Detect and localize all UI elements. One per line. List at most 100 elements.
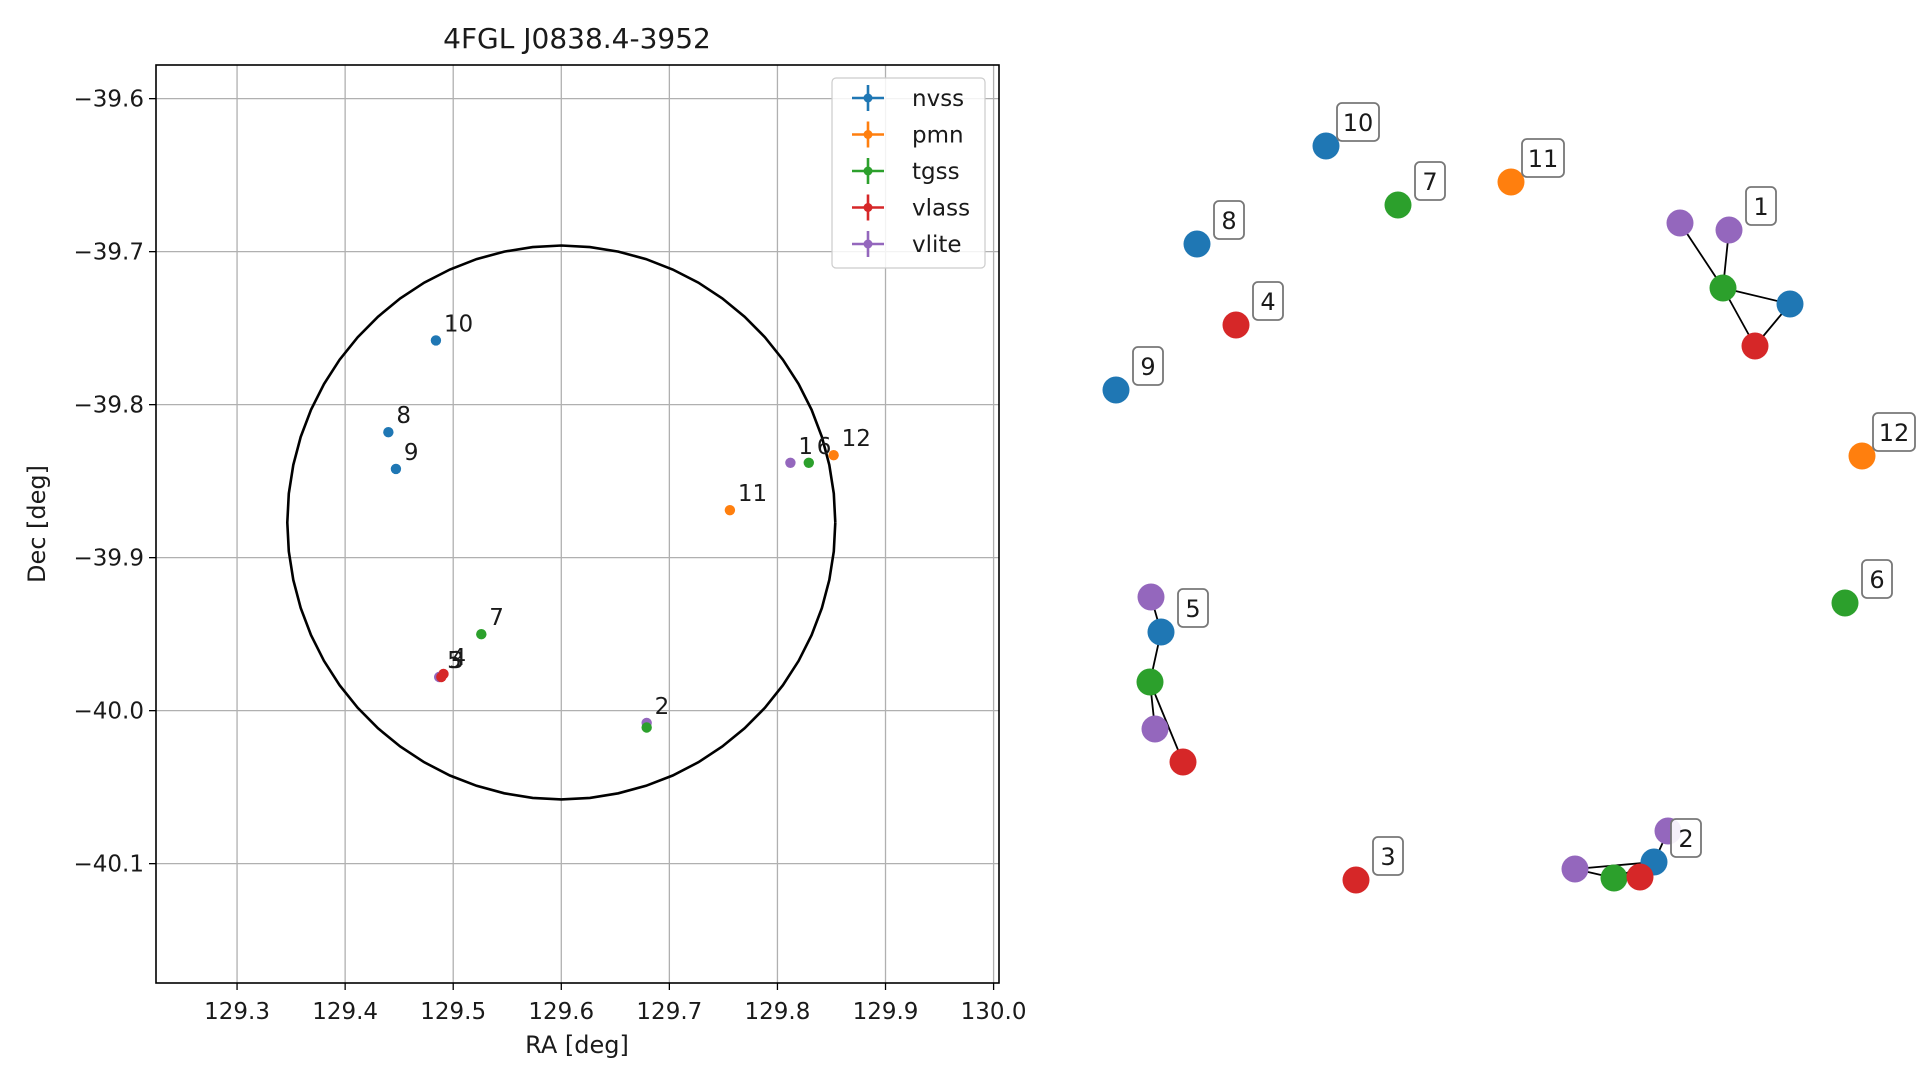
source-point-vlass (436, 671, 447, 683)
legend-label: vlass (912, 196, 970, 222)
graph-node-vlass (1222, 311, 1250, 339)
graph-node-tgss (1709, 274, 1737, 302)
x-tick-label: 129.9 (853, 999, 919, 1025)
graph-node-vlite (1137, 583, 1165, 611)
y-tick-label: −39.8 (74, 393, 144, 419)
graph-nodes (1102, 132, 1876, 894)
graph-badge-label: 10 (1343, 109, 1374, 137)
graph-badge-box (1336, 102, 1380, 142)
graph-node-pmn (1497, 168, 1525, 196)
legend-label: tgss (912, 159, 960, 185)
legend-entry-pmn: pmn (852, 121, 964, 149)
legend-entry-vlass: vlass (852, 194, 970, 222)
error-ellipse-path (285, 244, 837, 801)
source-label: 1 (798, 434, 813, 460)
graph-badge-box (1861, 559, 1893, 599)
source-label: 8 (396, 403, 411, 429)
graph-badge: 3 (1372, 836, 1404, 876)
graph-badge-label: 5 (1185, 595, 1200, 623)
y-axis-title: Dec [deg] (23, 465, 51, 583)
graph-node-vlite (1561, 855, 1589, 883)
x-tick-label: 129.5 (420, 999, 486, 1025)
x-tick-label: 129.3 (204, 999, 270, 1025)
graph-node-vlass (1741, 332, 1769, 360)
x-tick-label: 129.4 (312, 999, 378, 1025)
graph-node-vlite (1715, 216, 1743, 244)
graph-node-tgss (1384, 191, 1412, 219)
graph-badge-label: 1 (1753, 193, 1768, 221)
source-point-tgss (641, 722, 652, 733)
legend-entry-nvss: nvss (852, 85, 964, 112)
cluster-graph-panel: 10 7 11 8 1 4 9 12 6 5 3 2 (1102, 102, 1916, 894)
legend-marker (863, 166, 873, 176)
y-tick-label: −39.9 (74, 546, 144, 572)
graph-badge: 5 (1177, 588, 1209, 628)
graph-node-tgss (1600, 864, 1628, 892)
source-label: 2 (655, 694, 670, 720)
graph-badge: 7 (1414, 161, 1446, 201)
graph-node-vlass (1342, 866, 1370, 894)
legend-marker (863, 203, 873, 212)
source-label: 4 (451, 645, 466, 671)
legend-label: nvss (912, 86, 964, 112)
graph-node-nvss (1312, 132, 1340, 160)
error-ellipse (285, 244, 837, 801)
graph-node-vlite (1141, 715, 1169, 743)
x-tick-label: 129.7 (636, 999, 702, 1025)
legend-label: pmn (912, 123, 964, 149)
grid-lines (156, 65, 999, 983)
graph-badge-label: 8 (1221, 207, 1236, 235)
source-label: 3 (449, 648, 464, 674)
source-label: 10 (444, 311, 473, 337)
graph-node-tgss (1831, 589, 1859, 617)
y-tick-label: −39.6 (74, 87, 144, 113)
graph-badge: 6 (1861, 559, 1893, 599)
legend-marker (863, 239, 873, 249)
source-point-nvss (430, 335, 442, 346)
graph-badge: 10 (1336, 102, 1380, 142)
graph-node-vlass (1169, 748, 1197, 776)
graph-node-pmn (1848, 442, 1876, 470)
source-point-nvss (390, 463, 402, 475)
graph-node-nvss (1147, 618, 1175, 646)
legend-marker (863, 130, 873, 139)
source-label: 9 (404, 440, 419, 466)
source-point-tgss (803, 457, 814, 468)
source-point-pmn (828, 449, 839, 461)
source-points (383, 335, 839, 733)
x-tick-label: 130.0 (961, 999, 1027, 1025)
x-tick-label: 129.6 (528, 999, 594, 1025)
source-point-pmn (724, 505, 736, 516)
graph-badge-box (1177, 588, 1209, 628)
graph-badge: 9 (1132, 346, 1164, 386)
y-tick-label: −40.1 (74, 852, 144, 878)
source-point-nvss (383, 427, 394, 438)
graph-badge-box (1521, 138, 1565, 178)
graph-badge-box (1132, 346, 1164, 386)
source-point-vlite (785, 457, 796, 468)
graph-badge: 11 (1521, 138, 1565, 178)
graph-badge: 12 (1872, 412, 1916, 452)
graph-badge-box (1670, 818, 1702, 858)
legend-box (831, 77, 986, 269)
source-label: 11 (738, 481, 767, 507)
graph-badge-box (1745, 186, 1777, 226)
legend-entry-vlite: vlite (852, 231, 962, 258)
x-tick-label: 129.8 (745, 999, 811, 1025)
graph-node-tgss (1136, 668, 1164, 696)
graph-badge-label: 3 (1380, 843, 1395, 871)
graph-badge-box (1252, 281, 1284, 321)
legend-marker (863, 93, 873, 103)
graph-badge-label: 4 (1260, 288, 1275, 316)
graph-badge-label: 11 (1528, 145, 1559, 173)
y-tick-label: −39.7 (74, 240, 144, 266)
legend-entry-tgss: tgss (852, 158, 960, 185)
source-label: 5 (447, 648, 462, 674)
x-axis-title: RA [deg] (525, 1031, 629, 1059)
graph-badge-label: 12 (1879, 419, 1910, 447)
chart-title: 4FGL J0838.4-3952 (443, 22, 711, 55)
graph-node-nvss (1102, 376, 1130, 404)
graph-badge: 1 (1745, 186, 1777, 226)
